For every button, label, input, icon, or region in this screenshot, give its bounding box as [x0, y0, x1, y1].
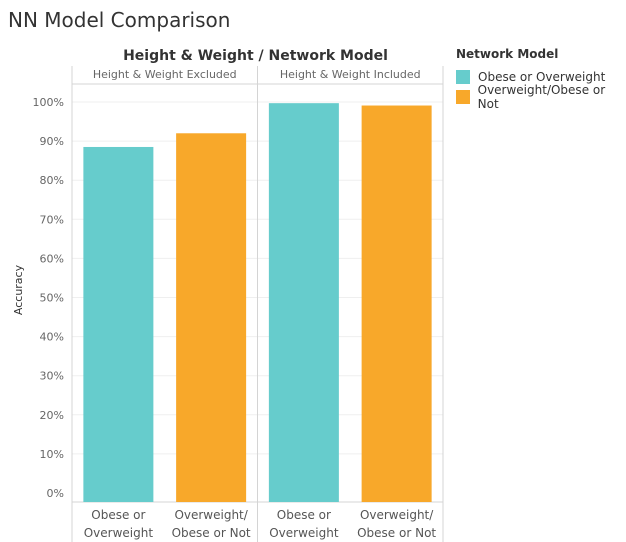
- legend-swatch-obese-or-overweight: [456, 70, 470, 84]
- y-tick-label: 80%: [40, 174, 64, 187]
- bar: [176, 133, 247, 502]
- chart-title: NN Model Comparison: [8, 8, 231, 32]
- y-tick-label: 10%: [40, 448, 64, 461]
- y-tick-label: 60%: [40, 252, 64, 265]
- y-tick-label: 0%: [47, 487, 64, 500]
- legend-label-overweight-obese-or-not: Overweight/Obese or Not: [477, 83, 606, 111]
- legend-label-obese-or-overweight: Obese or Overweight: [478, 70, 606, 84]
- legend-item-obese-or-overweight[interactable]: Obese or Overweight: [456, 67, 626, 87]
- y-tick-label: 20%: [40, 409, 64, 422]
- x-tick-label: Overweight/: [174, 508, 248, 522]
- bar: [83, 146, 154, 502]
- x-tick-label: Overweight/: [360, 508, 434, 522]
- x-tick-label: Obese or: [277, 508, 331, 522]
- bar: [361, 105, 432, 503]
- y-tick-label: 70%: [40, 213, 64, 226]
- y-tick-label: 40%: [40, 331, 64, 344]
- y-axis-label: Accuracy: [12, 264, 25, 315]
- y-tick-label: 50%: [40, 292, 64, 305]
- legend: Network Model Obese or Overweight Overwe…: [456, 47, 626, 111]
- y-tick-label: 30%: [40, 370, 64, 383]
- x-tick-label: Overweight: [84, 526, 154, 540]
- legend-title: Network Model: [456, 47, 559, 61]
- panel-header: Height & Weight Included: [280, 68, 421, 81]
- bar: [268, 103, 339, 502]
- legend-swatch-overweight-obese-or-not: [456, 90, 470, 104]
- y-tick-label: 90%: [40, 135, 64, 148]
- chart-header: Height & Weight / Network Model: [123, 48, 388, 64]
- x-tick-label: Obese or Not: [172, 526, 251, 540]
- y-tick-label: 100%: [33, 96, 64, 109]
- x-tick-label: Obese or: [91, 508, 145, 522]
- panel-header: Height & Weight Excluded: [93, 68, 237, 81]
- legend-item-overweight-obese-or-not[interactable]: Overweight/Obese or Not: [456, 83, 626, 111]
- x-tick-label: Obese or Not: [357, 526, 436, 540]
- x-tick-label: Overweight: [269, 526, 339, 540]
